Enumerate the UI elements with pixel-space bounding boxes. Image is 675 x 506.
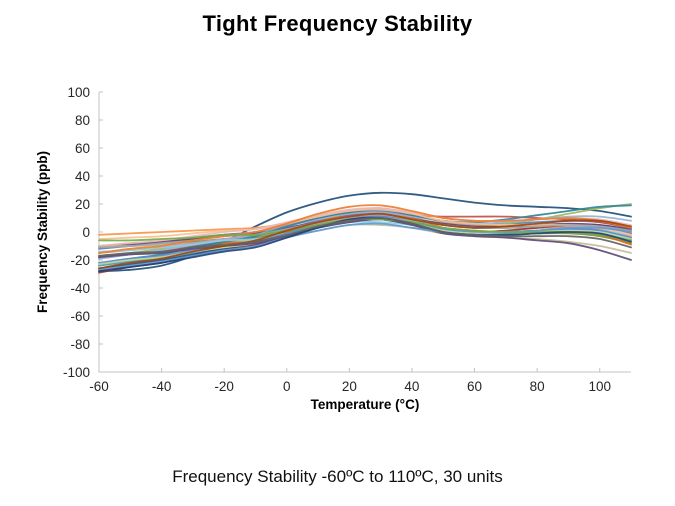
x-tick-label: -40 [152,379,172,394]
y-tick-label: -20 [70,253,90,268]
x-tick-label: 20 [342,379,357,394]
y-tick-label: -80 [70,337,90,352]
chart-title: Tight Frequency Stability [202,11,473,36]
y-tick-label: -60 [70,309,90,324]
x-tick-label: 40 [404,379,419,394]
y-tick-label: 100 [67,85,90,100]
series-line-unit-29 [98,212,632,270]
y-tick-label: -40 [70,281,90,296]
series-line-unit-25 [98,222,632,271]
y-tick-label: 40 [75,169,90,184]
x-tick-label: 60 [467,379,482,394]
y-tick-label: 60 [75,141,90,156]
x-tick-label: 80 [530,379,545,394]
y-tick-label: 20 [75,197,90,212]
chart-caption: Frequency Stability -60ºC to 110ºC, 30 u… [172,467,503,486]
series-line-unit-26 [98,204,632,254]
series-lines [98,191,632,274]
x-tick-label: -20 [214,379,234,394]
x-tick-label: -60 [89,379,109,394]
series-line-unit-28 [98,216,632,273]
y-tick-label: -100 [63,365,90,380]
x-tick-label: 0 [283,379,291,394]
x-tick-label: 100 [588,379,611,394]
series-line-unit-19 [98,208,632,240]
series-line-unit-30 [98,217,632,257]
series-line-unit-23 [98,218,632,261]
x-axis-title: Temperature (°C) [311,397,420,412]
y-tick-label: 0 [82,225,90,240]
y-axis-title: Frequency Stability (ppb) [35,151,50,313]
y-tick-label: 80 [75,113,90,128]
